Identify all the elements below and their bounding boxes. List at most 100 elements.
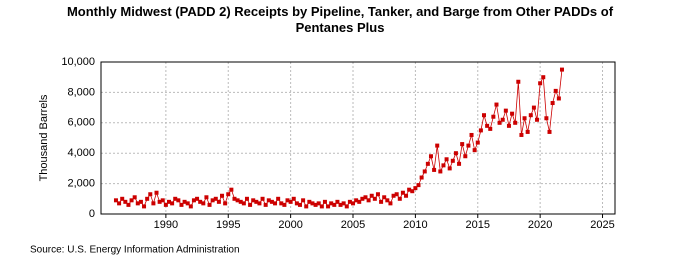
series-line: [115, 69, 563, 208]
data-point: [207, 202, 212, 207]
data-point: [494, 102, 499, 107]
data-point: [191, 198, 196, 203]
data-point: [313, 202, 318, 207]
data-point: [129, 198, 134, 203]
x-tick-label: 1990: [154, 219, 178, 231]
data-point: [204, 195, 209, 200]
data-point: [513, 120, 518, 125]
data-point: [132, 195, 137, 200]
data-point: [229, 187, 234, 192]
data-point: [166, 199, 171, 204]
data-point: [120, 196, 125, 201]
data-point: [482, 113, 487, 118]
data-point: [535, 117, 540, 122]
data-point: [276, 196, 281, 201]
data-point: [397, 196, 402, 201]
chart-title: Monthly Midwest (PADD 2) Receipts by Pip…: [66, 4, 614, 35]
data-point: [329, 201, 334, 206]
data-point: [142, 204, 147, 209]
data-point: [472, 148, 477, 153]
data-point: [407, 187, 412, 192]
data-point: [394, 192, 399, 197]
data-point: [188, 204, 193, 209]
data-point: [294, 201, 299, 206]
data-point: [457, 161, 462, 166]
data-point: [160, 198, 165, 203]
data-point: [379, 199, 384, 204]
data-point: [198, 199, 203, 204]
data-point: [428, 154, 433, 159]
data-point: [400, 190, 405, 195]
data-point: [538, 81, 543, 86]
data-point: [173, 196, 178, 201]
data-point: [226, 192, 231, 197]
x-tick-label: 2015: [466, 219, 490, 231]
data-point: [441, 163, 446, 168]
data-point: [354, 198, 359, 203]
y-tick-label: 4,000: [67, 147, 95, 159]
data-point: [326, 204, 331, 209]
y-axis-label: Thousand Barrels: [38, 94, 50, 181]
data-point: [332, 202, 337, 207]
data-point: [138, 199, 143, 204]
data-point: [260, 196, 265, 201]
data-point: [404, 193, 409, 198]
data-point: [195, 196, 200, 201]
data-point: [422, 169, 427, 174]
data-point: [341, 201, 346, 206]
data-point: [279, 201, 284, 206]
x-tick-label: 2000: [278, 219, 302, 231]
y-tick-label: 8,000: [67, 86, 95, 98]
data-point: [238, 199, 243, 204]
data-point: [369, 193, 374, 198]
data-point: [516, 79, 521, 84]
plot-frame: [100, 61, 616, 215]
data-point: [466, 143, 471, 148]
source-note: Source: U.S. Energy Information Administ…: [30, 245, 240, 256]
data-point: [263, 202, 268, 207]
data-point: [450, 158, 455, 163]
data-point: [269, 199, 274, 204]
data-point: [497, 120, 502, 125]
data-point: [463, 154, 468, 159]
data-point: [179, 202, 184, 207]
data-point: [251, 198, 256, 203]
data-point: [485, 123, 490, 128]
data-point: [151, 201, 156, 206]
data-point: [544, 116, 549, 121]
data-point: [519, 132, 524, 137]
data-point: [145, 196, 150, 201]
data-point: [522, 116, 527, 121]
data-point: [360, 196, 365, 201]
data-point: [475, 140, 480, 145]
data-point: [154, 190, 159, 195]
data-point: [391, 193, 396, 198]
data-point: [220, 193, 225, 198]
data-point: [388, 201, 393, 206]
data-point: [410, 189, 415, 194]
data-point: [185, 201, 190, 206]
data-point: [366, 198, 371, 203]
y-tick-label: 6,000: [67, 117, 95, 129]
data-point: [444, 157, 449, 162]
y-tick-label: 10,000: [61, 56, 95, 68]
x-tick-label: 2025: [590, 219, 614, 231]
data-point: [117, 201, 122, 206]
data-point: [351, 201, 356, 206]
data-point: [223, 201, 228, 206]
data-point: [285, 198, 290, 203]
data-point: [531, 105, 536, 110]
data-point: [157, 199, 162, 204]
y-tick-label: 0: [89, 208, 95, 220]
data-point: [553, 88, 558, 93]
data-point: [113, 198, 118, 203]
data-point: [176, 198, 181, 203]
data-point: [288, 199, 293, 204]
data-point: [344, 204, 349, 209]
data-point: [372, 196, 377, 201]
data-point: [382, 195, 387, 200]
data-point: [297, 202, 302, 207]
data-point: [291, 196, 296, 201]
data-point: [123, 199, 128, 204]
